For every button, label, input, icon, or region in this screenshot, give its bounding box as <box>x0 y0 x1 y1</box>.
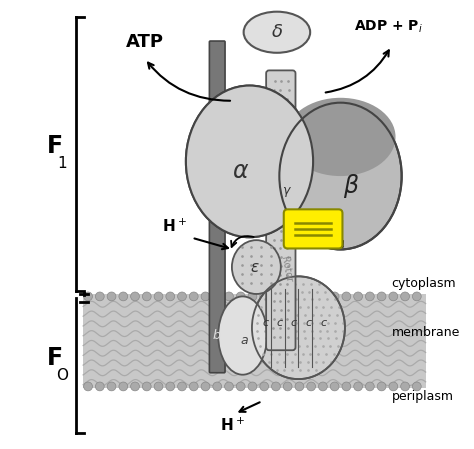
Circle shape <box>295 382 304 391</box>
Ellipse shape <box>279 103 401 250</box>
Circle shape <box>342 292 351 301</box>
Circle shape <box>248 292 257 301</box>
Text: c: c <box>291 318 297 328</box>
Circle shape <box>166 292 174 301</box>
Text: F: F <box>47 346 63 370</box>
Text: ε: ε <box>250 260 258 274</box>
Circle shape <box>225 292 233 301</box>
Text: β: β <box>343 174 358 198</box>
Ellipse shape <box>285 98 395 176</box>
Circle shape <box>95 382 104 391</box>
Circle shape <box>83 292 92 301</box>
Circle shape <box>107 292 116 301</box>
Text: ATP: ATP <box>126 33 164 51</box>
Circle shape <box>178 292 186 301</box>
Text: H$^+$: H$^+$ <box>162 217 187 235</box>
Circle shape <box>142 382 151 391</box>
Circle shape <box>83 382 92 391</box>
Circle shape <box>272 382 280 391</box>
Circle shape <box>154 292 163 301</box>
Circle shape <box>166 382 174 391</box>
Ellipse shape <box>252 276 345 379</box>
Circle shape <box>201 382 210 391</box>
Circle shape <box>354 382 363 391</box>
Circle shape <box>119 382 128 391</box>
Text: H$^+$: H$^+$ <box>219 417 244 434</box>
Circle shape <box>307 382 316 391</box>
Text: c: c <box>262 318 268 328</box>
Circle shape <box>330 292 339 301</box>
Circle shape <box>189 382 198 391</box>
Text: 1: 1 <box>58 156 67 171</box>
Text: c: c <box>305 318 311 328</box>
Circle shape <box>131 382 139 391</box>
Text: O: O <box>56 368 69 383</box>
Circle shape <box>213 292 222 301</box>
Ellipse shape <box>218 296 267 375</box>
Ellipse shape <box>186 86 313 237</box>
Text: c: c <box>277 318 283 328</box>
Text: γ: γ <box>282 184 290 197</box>
Circle shape <box>225 382 233 391</box>
Circle shape <box>401 292 410 301</box>
Circle shape <box>412 292 421 301</box>
Circle shape <box>377 292 386 301</box>
Text: δ: δ <box>272 23 283 41</box>
Text: b: b <box>212 329 220 342</box>
Circle shape <box>119 292 128 301</box>
Circle shape <box>342 382 351 391</box>
Circle shape <box>330 382 339 391</box>
Circle shape <box>272 292 280 301</box>
Circle shape <box>95 292 104 301</box>
Text: ADP + P$_i$: ADP + P$_i$ <box>354 18 423 35</box>
Circle shape <box>131 292 139 301</box>
Ellipse shape <box>232 240 281 294</box>
Circle shape <box>295 292 304 301</box>
Circle shape <box>412 382 421 391</box>
Text: periplasm: periplasm <box>392 390 454 403</box>
Text: c: c <box>321 318 327 328</box>
FancyBboxPatch shape <box>284 209 342 248</box>
FancyBboxPatch shape <box>210 41 225 373</box>
Text: Rotor: Rotor <box>280 255 294 283</box>
Circle shape <box>389 382 398 391</box>
Text: cytoplasm: cytoplasm <box>392 277 456 290</box>
Circle shape <box>260 382 269 391</box>
Text: α: α <box>232 159 247 183</box>
Ellipse shape <box>186 86 313 237</box>
Circle shape <box>237 292 245 301</box>
Circle shape <box>377 382 386 391</box>
Circle shape <box>283 382 292 391</box>
FancyBboxPatch shape <box>266 70 295 350</box>
Circle shape <box>142 292 151 301</box>
Circle shape <box>178 382 186 391</box>
Circle shape <box>154 382 163 391</box>
Circle shape <box>365 382 374 391</box>
Circle shape <box>389 292 398 301</box>
Text: F: F <box>47 134 63 158</box>
Circle shape <box>237 382 245 391</box>
Circle shape <box>319 292 327 301</box>
Circle shape <box>107 382 116 391</box>
Circle shape <box>248 382 257 391</box>
Text: membrane: membrane <box>392 326 460 339</box>
Circle shape <box>260 292 269 301</box>
Ellipse shape <box>244 12 310 53</box>
Circle shape <box>319 382 327 391</box>
Circle shape <box>354 292 363 301</box>
Circle shape <box>283 292 292 301</box>
Circle shape <box>401 382 410 391</box>
Circle shape <box>307 292 316 301</box>
Bar <box>83 295 426 388</box>
Circle shape <box>189 292 198 301</box>
Circle shape <box>365 292 374 301</box>
Circle shape <box>213 382 222 391</box>
Text: a: a <box>241 334 248 347</box>
Circle shape <box>201 292 210 301</box>
